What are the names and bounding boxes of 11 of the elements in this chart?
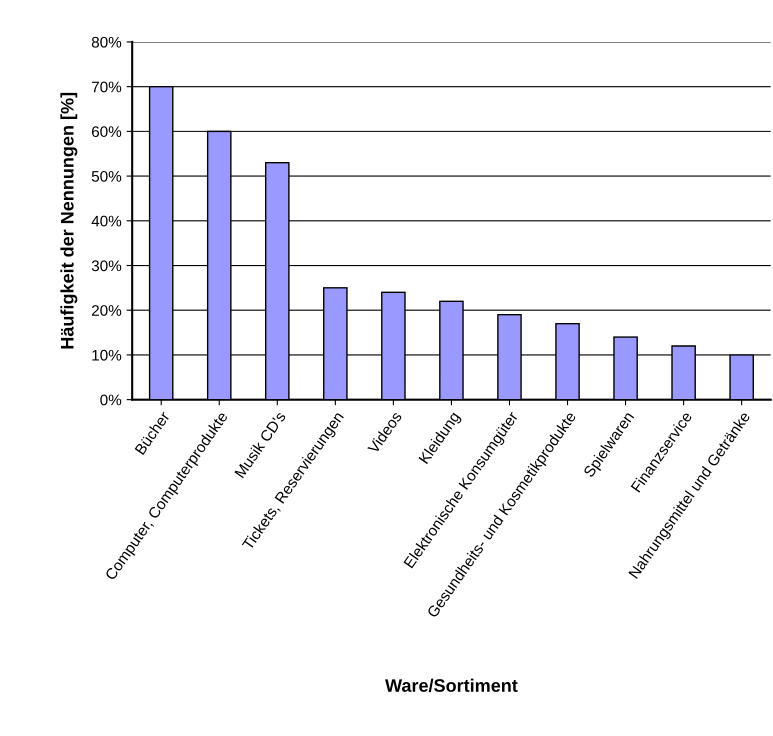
y-axis-title: Häufigkeit der Nennungen [%] (60, 92, 78, 348)
y-tick-label: 10% (92, 350, 122, 361)
y-tick-label: 60% (92, 126, 122, 138)
y-tick-label: 20% (92, 305, 122, 316)
y-tick-label: 40% (92, 216, 122, 226)
y-tick-label: 80% (92, 36, 122, 48)
y-tick-label: 70% (92, 82, 122, 92)
y-tick-label: 0% (100, 394, 122, 406)
y-tick-label: 50% (92, 170, 122, 182)
x-axis-title: Ware/Sortiment (385, 678, 518, 692)
y-tick-label: 30% (92, 260, 122, 272)
